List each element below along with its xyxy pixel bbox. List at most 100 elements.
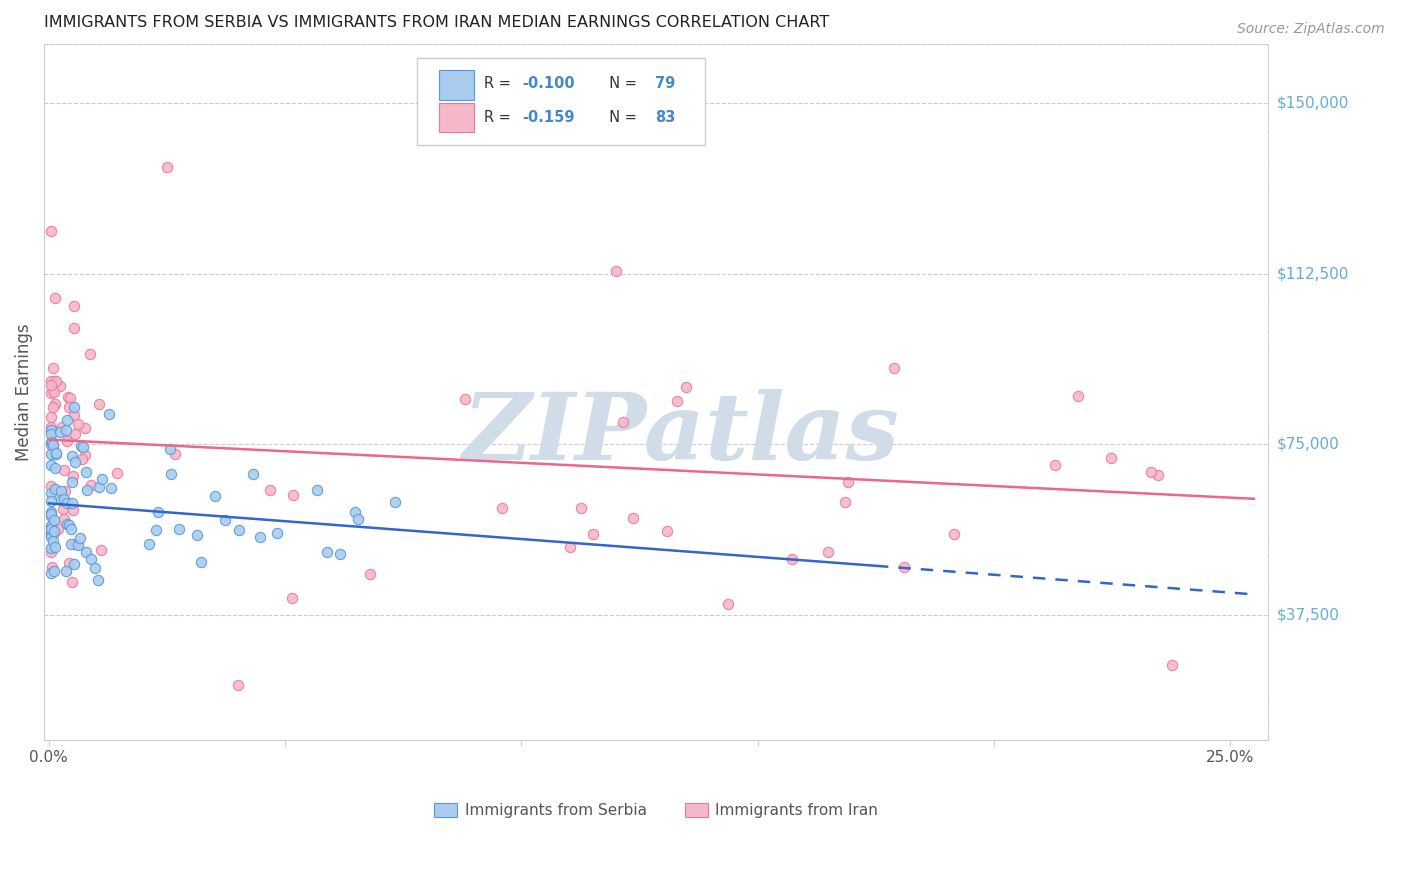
Point	[316, 545, 339, 559]
Point	[39, 458, 62, 472]
Point	[105, 467, 128, 481]
Point	[165, 447, 187, 461]
Point	[42, 513, 65, 527]
Point	[89, 479, 111, 493]
Point	[98, 407, 121, 421]
Point	[49, 483, 72, 498]
Point	[454, 392, 477, 407]
Point	[41, 374, 63, 388]
Point	[1045, 458, 1067, 473]
Point	[63, 299, 86, 313]
Point	[39, 224, 62, 238]
Point	[60, 475, 83, 490]
Point	[44, 541, 66, 555]
Legend: Immigrants from Serbia, Immigrants from Iran: Immigrants from Serbia, Immigrants from …	[427, 797, 884, 824]
Point	[39, 378, 62, 392]
Point	[52, 502, 75, 516]
Point	[41, 559, 63, 574]
Point	[39, 519, 62, 533]
Point	[665, 393, 688, 408]
Point	[817, 544, 839, 558]
Point	[39, 434, 62, 449]
Text: $37,500: $37,500	[1277, 607, 1340, 623]
Bar	[440, 103, 474, 132]
Point	[612, 415, 634, 429]
Point	[42, 438, 65, 452]
Point	[384, 495, 406, 509]
Point	[893, 559, 915, 574]
Point	[44, 397, 66, 411]
Text: 79: 79	[655, 76, 675, 91]
Point	[259, 483, 281, 498]
Text: ZIPatlas: ZIPatlas	[463, 389, 898, 479]
Point	[66, 417, 89, 432]
Point	[51, 420, 73, 434]
Point	[44, 564, 66, 578]
Point	[56, 516, 79, 531]
Point	[39, 486, 62, 500]
Point	[39, 505, 62, 519]
Point	[44, 384, 66, 399]
Point	[39, 530, 62, 544]
Point	[558, 541, 581, 555]
Point	[39, 526, 62, 541]
Text: Source: ZipAtlas.com: Source: ZipAtlas.com	[1237, 22, 1385, 37]
Point	[48, 425, 70, 439]
Point	[190, 555, 212, 569]
Point	[75, 465, 97, 479]
Point	[63, 408, 86, 422]
Point	[41, 434, 63, 449]
Point	[344, 505, 367, 519]
Point	[59, 523, 82, 537]
Point	[138, 537, 160, 551]
Point	[569, 501, 592, 516]
Text: $75,000: $75,000	[1277, 437, 1339, 451]
Point	[42, 534, 65, 549]
Point	[60, 537, 83, 551]
Point	[52, 463, 75, 477]
Text: -0.159: -0.159	[523, 110, 575, 125]
Point	[39, 423, 62, 437]
Point	[55, 413, 77, 427]
Point	[70, 451, 93, 466]
Point	[42, 360, 65, 375]
Point	[49, 378, 72, 392]
Point	[45, 374, 67, 388]
Point	[605, 264, 627, 278]
Point	[159, 442, 181, 456]
Point	[44, 376, 66, 391]
Point	[44, 525, 66, 540]
Point	[717, 597, 740, 611]
Point	[91, 472, 114, 486]
Y-axis label: Median Earnings: Median Earnings	[15, 323, 32, 460]
Point	[60, 450, 83, 464]
Point	[60, 575, 83, 590]
Point	[145, 523, 167, 537]
Point	[63, 427, 86, 442]
Point	[1161, 658, 1184, 673]
Point	[582, 527, 605, 541]
Point	[44, 447, 66, 461]
Point	[90, 542, 112, 557]
Point	[75, 448, 97, 462]
Point	[146, 505, 169, 519]
Point	[44, 291, 66, 305]
Point	[83, 560, 105, 574]
Text: R =: R =	[484, 110, 515, 125]
Point	[242, 467, 264, 481]
Point	[63, 455, 86, 469]
Point	[42, 401, 65, 415]
Point	[51, 493, 73, 508]
Point	[39, 409, 62, 424]
Point	[66, 538, 89, 552]
Point	[44, 483, 66, 497]
Point	[80, 478, 103, 492]
Point	[39, 545, 62, 559]
Text: $150,000: $150,000	[1277, 95, 1348, 111]
Point	[834, 495, 856, 509]
Text: $112,500: $112,500	[1277, 266, 1348, 281]
Point	[62, 321, 84, 335]
Point	[1140, 465, 1163, 479]
Point	[63, 537, 86, 551]
Text: N =: N =	[600, 76, 641, 91]
